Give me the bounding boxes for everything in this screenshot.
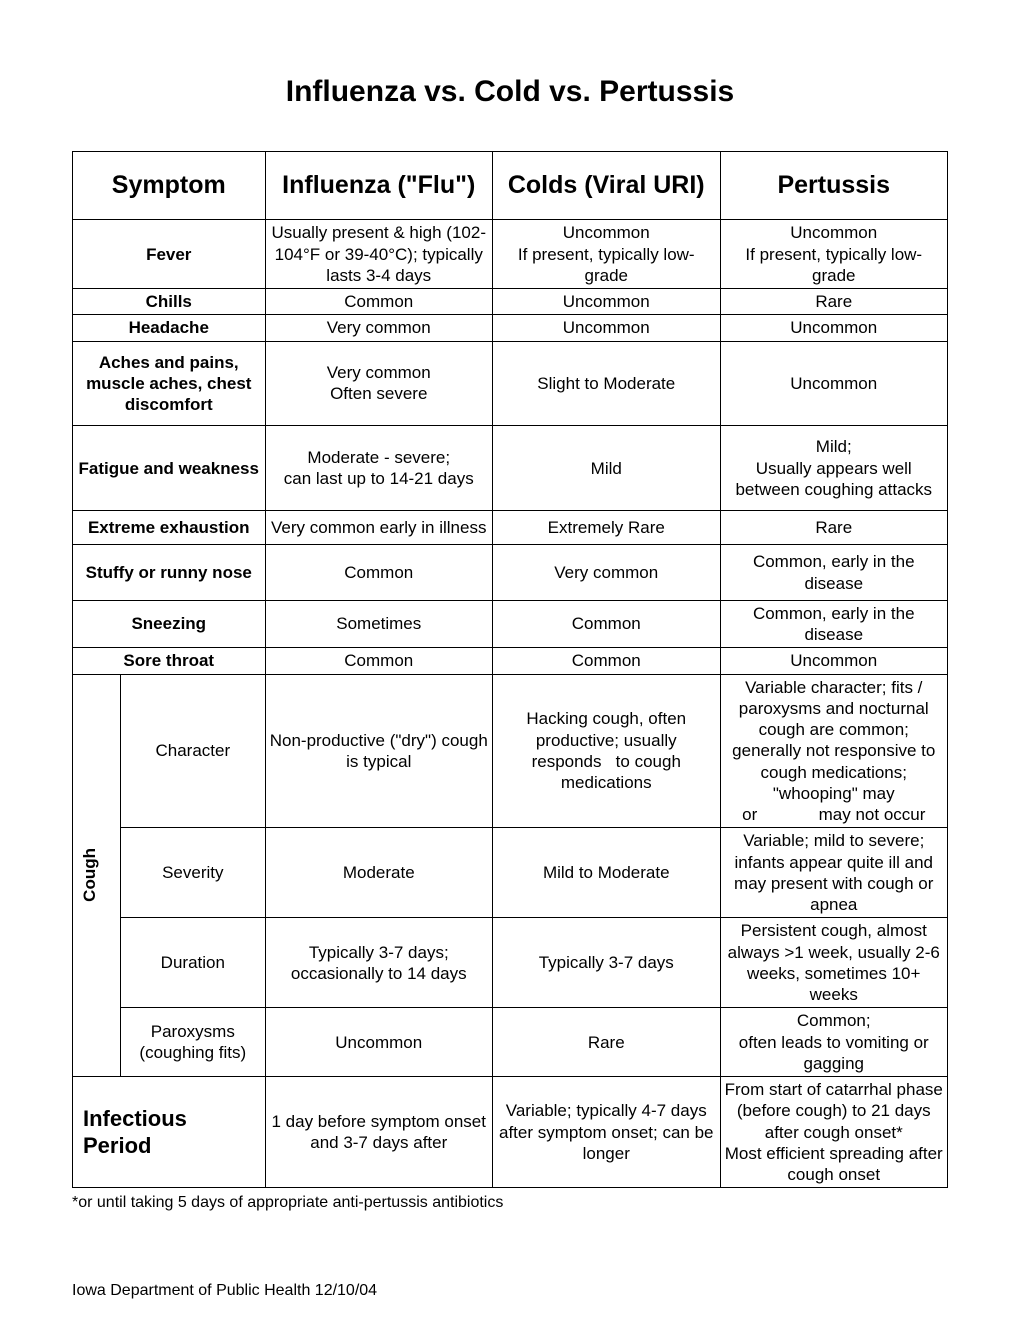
cell: Extremely Rare [493, 511, 721, 545]
cell: Uncommon [265, 1008, 493, 1077]
cell: Hacking cough, often productive; usually… [493, 674, 721, 828]
cell: Sometimes [265, 600, 493, 648]
cell: Mild;Usually appears well between coughi… [720, 426, 948, 511]
cell: Very common early in illness [265, 511, 493, 545]
page-title: Influenza vs. Cold vs. Pertussis [72, 75, 948, 109]
source-line: Iowa Department of Public Health 12/10/0… [72, 1282, 948, 1300]
cell: Mild to Moderate [493, 828, 721, 918]
row-sneezing: Sneezing Sometimes Common Common, early … [73, 600, 948, 648]
label-sorethroat: Sore throat [73, 648, 266, 674]
cell: Very common [493, 545, 721, 601]
row-sorethroat: Sore throat Common Common Uncommon [73, 648, 948, 674]
label-exhaustion: Extreme exhaustion [73, 511, 266, 545]
cell: UncommonIf present, typically low-grade [493, 220, 721, 289]
row-exhaustion: Extreme exhaustion Very common early in … [73, 511, 948, 545]
cell: Typically 3-7 days [493, 918, 721, 1008]
cell: Common [493, 600, 721, 648]
comparison-table: Symptom Influenza ("Flu") Colds (Viral U… [72, 151, 948, 1188]
cell: Variable; mild to severe;infants appear … [720, 828, 948, 918]
row-chills: Chills Common Uncommon Rare [73, 289, 948, 315]
row-aches: Aches and pains, muscle aches, chest dis… [73, 341, 948, 426]
label-cough-character: Character [121, 674, 265, 828]
cough-group-label: Cough [73, 674, 121, 1077]
col-pertussis: Pertussis [720, 152, 948, 220]
cell: Common [265, 648, 493, 674]
cell: Common [265, 289, 493, 315]
row-fever: Fever Usually present & high (102-104°F … [73, 220, 948, 289]
label-chills: Chills [73, 289, 266, 315]
cell: Moderate [265, 828, 493, 918]
cell: Uncommon [720, 648, 948, 674]
label-cough-severity: Severity [121, 828, 265, 918]
cell: Common, early in the disease [720, 545, 948, 601]
cell: Variable character; fits / paroxysms and… [720, 674, 948, 828]
cell: Rare [493, 1008, 721, 1077]
cell: From start of catarrhal phase (before co… [720, 1077, 948, 1188]
cell: Usually present & high (102-104°F or 39-… [265, 220, 493, 289]
cell: Very commonOften severe [265, 341, 493, 426]
label-fatigue: Fatigue and weakness [73, 426, 266, 511]
cell: Moderate - severe;can last up to 14-21 d… [265, 426, 493, 511]
row-headache: Headache Very common Uncommon Uncommon [73, 315, 948, 341]
label-headache: Headache [73, 315, 266, 341]
cell: Rare [720, 289, 948, 315]
cell: Uncommon [493, 289, 721, 315]
row-cough-duration: Duration Typically 3-7 days;occasionally… [73, 918, 948, 1008]
cell: Slight to Moderate [493, 341, 721, 426]
cough-vlabel: Cough [77, 840, 102, 910]
cell: Common;often leads to vomiting or gaggin… [720, 1008, 948, 1077]
label-stuffy: Stuffy or runny nose [73, 545, 266, 601]
cell: Persistent cough, almost always >1 week,… [720, 918, 948, 1008]
cell: Non-productive ("dry") cough is typical [265, 674, 493, 828]
label-sneezing: Sneezing [73, 600, 266, 648]
col-flu: Influenza ("Flu") [265, 152, 493, 220]
cell: Common [493, 648, 721, 674]
cell: Typically 3-7 days;occasionally to 14 da… [265, 918, 493, 1008]
cell: Variable; typically 4-7 days after sympt… [493, 1077, 721, 1188]
label-fever: Fever [73, 220, 266, 289]
cell: Rare [720, 511, 948, 545]
row-stuffy: Stuffy or runny nose Common Very common … [73, 545, 948, 601]
col-cold: Colds (Viral URI) [493, 152, 721, 220]
cell: Uncommon [720, 341, 948, 426]
cell: Uncommon [720, 315, 948, 341]
col-symptom: Symptom [73, 152, 266, 220]
cell: 1 day before symptom onset and 3-7 days … [265, 1077, 493, 1188]
label-cough-paroxysms: Paroxysms (coughing fits) [121, 1008, 265, 1077]
cell: Common [265, 545, 493, 601]
cell: Very common [265, 315, 493, 341]
page: Influenza vs. Cold vs. Pertussis Symptom… [0, 0, 1020, 1340]
row-cough-severity: Severity Moderate Mild to Moderate Varia… [73, 828, 948, 918]
row-infectious: Infectious Period 1 day before symptom o… [73, 1077, 948, 1188]
row-cough-character: Cough Character Non-productive ("dry") c… [73, 674, 948, 828]
label-infectious: Infectious Period [73, 1077, 266, 1188]
table-header-row: Symptom Influenza ("Flu") Colds (Viral U… [73, 152, 948, 220]
label-cough-duration: Duration [121, 918, 265, 1008]
cell: Common, early in the disease [720, 600, 948, 648]
cell: UncommonIf present, typically low-grade [720, 220, 948, 289]
cell: Uncommon [493, 315, 721, 341]
label-aches: Aches and pains, muscle aches, chest dis… [73, 341, 266, 426]
row-cough-paroxysms: Paroxysms (coughing fits) Uncommon Rare … [73, 1008, 948, 1077]
cell: Mild [493, 426, 721, 511]
row-fatigue: Fatigue and weakness Moderate - severe;c… [73, 426, 948, 511]
footnote: *or until taking 5 days of appropriate a… [72, 1194, 948, 1212]
